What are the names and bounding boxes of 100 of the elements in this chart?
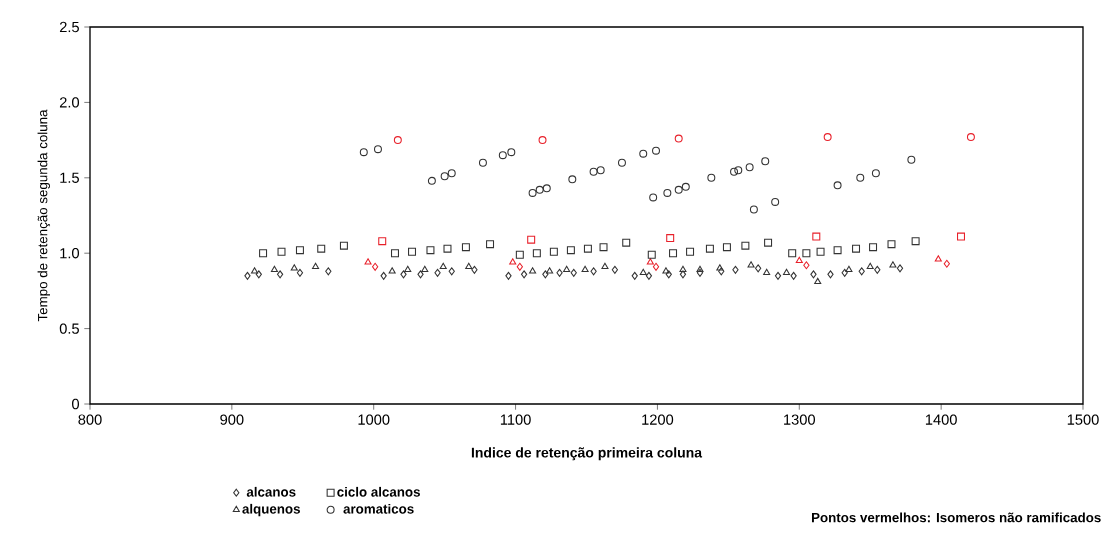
point (259, 249, 268, 258)
point (911, 237, 920, 246)
point (674, 134, 683, 143)
point (404, 265, 412, 273)
point (549, 247, 558, 256)
point (934, 255, 942, 262)
point (810, 270, 817, 279)
point (681, 182, 690, 191)
point (716, 264, 724, 271)
point (665, 270, 672, 279)
point (856, 173, 865, 182)
legend-label: alquenos (242, 503, 300, 517)
point (255, 270, 262, 279)
point (325, 267, 332, 276)
point (896, 264, 904, 273)
point (812, 232, 821, 241)
point (966, 133, 975, 142)
point (443, 244, 452, 253)
y-tick-label: 2.0 (59, 97, 80, 108)
point (471, 265, 478, 274)
point (590, 267, 597, 276)
point (440, 172, 449, 181)
point (669, 249, 678, 258)
y-tick-label: 2.5 (59, 21, 79, 33)
point (465, 262, 473, 270)
point (845, 265, 853, 273)
point (755, 264, 762, 273)
text: Pontos vermelhos: Isomeros não ramificados (811, 512, 1101, 523)
point (679, 265, 687, 273)
y-tick-label: 1.0 (60, 248, 80, 259)
point (816, 247, 825, 256)
y-tick-label: 0.5 (59, 323, 79, 334)
point (388, 267, 396, 274)
point (359, 148, 368, 157)
point (364, 258, 372, 265)
point (674, 185, 683, 194)
point (957, 232, 966, 241)
x-tick-label: 1400 (925, 414, 957, 425)
y-tick-label: 1.5 (60, 172, 79, 183)
point (439, 262, 447, 270)
point (782, 268, 791, 276)
point (486, 240, 495, 249)
point (679, 270, 687, 279)
point (662, 267, 670, 274)
point (596, 166, 605, 175)
point (277, 247, 286, 256)
x-tick-label: 1300 (784, 414, 815, 425)
point (871, 169, 880, 178)
point (527, 235, 536, 244)
point (570, 268, 577, 277)
point (631, 271, 638, 280)
point (295, 246, 304, 255)
point (646, 258, 654, 265)
point (730, 167, 739, 176)
point (390, 249, 399, 258)
point (647, 250, 656, 259)
point (858, 267, 865, 276)
point (663, 188, 672, 197)
x-tick-label: 1000 (358, 414, 390, 425)
point (563, 265, 571, 273)
y-tick-label: 0 (72, 398, 80, 410)
point (761, 157, 770, 166)
point (371, 262, 379, 271)
point (583, 244, 592, 253)
point (542, 184, 551, 193)
point (622, 238, 631, 247)
point (538, 136, 547, 145)
point (378, 237, 387, 246)
point (447, 169, 456, 178)
point (542, 270, 549, 279)
point (795, 256, 803, 264)
point (696, 268, 704, 277)
point (270, 265, 278, 273)
point (788, 249, 797, 258)
point (745, 163, 754, 172)
point (408, 247, 417, 256)
point (448, 267, 455, 276)
point (749, 205, 758, 214)
point (509, 258, 517, 265)
point (666, 234, 675, 243)
point (833, 246, 842, 255)
point (515, 250, 524, 259)
y-axis-title: Tempo de retenção segunda coluna (37, 109, 51, 322)
point (639, 268, 647, 276)
point (478, 158, 487, 167)
point (741, 241, 750, 250)
point (686, 247, 695, 256)
point (803, 261, 810, 270)
point (421, 265, 429, 273)
point (581, 265, 589, 273)
point (652, 262, 660, 271)
point (852, 244, 861, 253)
point (528, 188, 537, 197)
point (617, 158, 626, 167)
x-tick-label: 1200 (642, 414, 674, 425)
x-axis-title: Indice de retenção primeira coluna (471, 447, 703, 461)
point (516, 262, 523, 271)
point (802, 249, 811, 258)
point (734, 166, 743, 175)
point (747, 261, 755, 268)
